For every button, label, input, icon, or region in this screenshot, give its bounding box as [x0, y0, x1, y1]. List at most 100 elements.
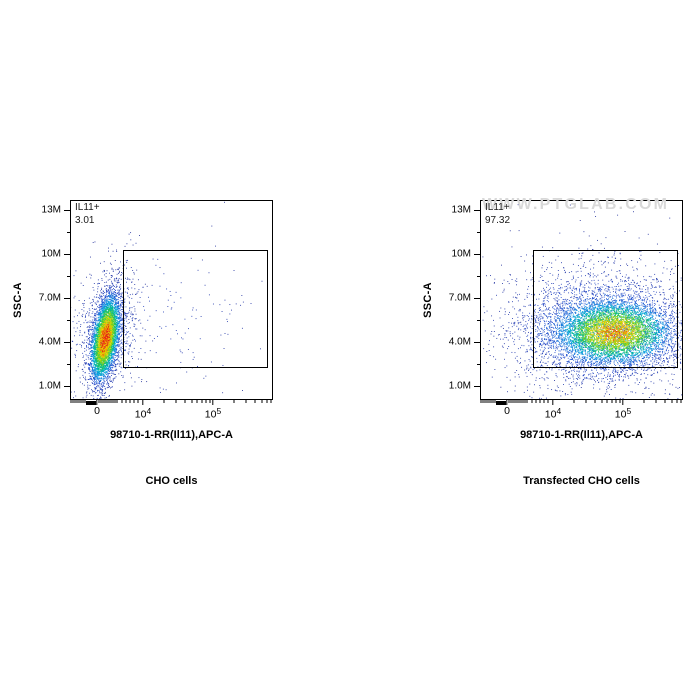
x-minor-tick	[615, 400, 617, 403]
x-major-tick	[96, 400, 98, 405]
x-minor-tick	[664, 400, 666, 403]
panel-caption: Transfected CHO cells	[523, 475, 640, 487]
x-minor-tick	[104, 400, 106, 403]
x-minor-tick	[543, 400, 545, 403]
x-minor-tick	[518, 400, 520, 403]
y-tick-label: 1.0M	[448, 380, 471, 392]
x-minor-tick	[606, 400, 608, 403]
x-minor-tick	[547, 400, 549, 403]
x-minor-tick	[261, 400, 263, 403]
x-minor-tick	[82, 400, 84, 403]
x-minor-tick	[594, 400, 596, 403]
y-minor-tick	[67, 320, 70, 321]
y-tick-label: 13M	[41, 204, 61, 216]
x-minor-tick	[516, 400, 518, 403]
plot-panel-cho-cells: IL11+ 3.01 SSC-A 98710-1-RR(Il11),APC-A …	[12, 200, 273, 487]
y-major-tick	[474, 341, 480, 343]
axis-zero-marker	[86, 401, 96, 405]
x-minor-tick	[125, 400, 127, 403]
y-tick-label: 7.0M	[38, 292, 61, 304]
x-minor-tick	[205, 400, 207, 403]
y-minor-tick	[67, 276, 70, 277]
x-minor-tick	[201, 400, 203, 403]
scatter-canvas	[480, 200, 683, 400]
x-minor-tick	[671, 400, 673, 403]
x-minor-tick	[102, 400, 104, 403]
x-minor-tick	[266, 400, 268, 403]
x-minor-tick	[488, 400, 490, 403]
y-axis-label: SSC-A	[12, 282, 24, 318]
x-minor-tick	[512, 400, 514, 403]
gate-rectangle	[532, 250, 678, 368]
y-minor-tick	[477, 364, 480, 365]
gate-name: IL11+	[485, 202, 510, 213]
y-tick-label: 13M	[451, 204, 471, 216]
x-minor-tick	[510, 400, 512, 403]
scatter-canvas	[70, 200, 273, 400]
x-major-tick	[212, 400, 214, 405]
x-minor-tick	[191, 400, 193, 403]
x-minor-tick	[526, 400, 528, 403]
x-minor-tick	[108, 400, 110, 403]
gate-percent: 3.01	[75, 215, 95, 226]
x-minor-tick	[74, 400, 76, 403]
gate-label: IL11+ 3.01	[75, 201, 100, 227]
gate-percent: 97.32	[485, 215, 511, 226]
y-major-tick	[474, 297, 480, 299]
x-minor-tick	[601, 400, 603, 403]
x-tick-label: 0	[94, 405, 100, 417]
x-minor-tick	[585, 400, 587, 403]
x-minor-tick	[270, 400, 272, 403]
x-minor-tick	[114, 400, 116, 403]
x-minor-tick	[100, 400, 102, 403]
y-major-tick	[474, 209, 480, 211]
y-tick-label: 10M	[451, 248, 471, 260]
x-minor-tick	[531, 400, 533, 403]
y-major-tick	[474, 253, 480, 255]
x-tick-label: 0	[504, 405, 510, 417]
x-minor-tick	[233, 400, 235, 403]
x-minor-tick	[110, 400, 112, 403]
gate-rectangle	[122, 250, 268, 368]
x-minor-tick	[539, 400, 541, 403]
x-minor-tick	[535, 400, 537, 403]
x-minor-tick	[520, 400, 522, 403]
x-minor-tick	[84, 400, 86, 403]
x-minor-tick	[196, 400, 198, 403]
x-minor-tick	[619, 400, 621, 403]
x-major-tick	[552, 400, 554, 405]
x-minor-tick	[209, 400, 211, 403]
x-minor-tick	[494, 400, 496, 403]
x-minor-tick	[573, 400, 575, 403]
x-minor-tick	[129, 400, 131, 403]
y-major-tick	[64, 209, 70, 211]
gate-label: IL11+ 97.32	[485, 201, 510, 227]
x-minor-tick	[482, 400, 484, 403]
x-major-tick	[506, 400, 508, 405]
x-minor-tick	[680, 400, 682, 403]
x-tick-label: 105	[204, 406, 222, 421]
x-minor-tick	[524, 400, 526, 403]
y-tick-label: 1.0M	[38, 380, 61, 392]
x-minor-tick	[137, 400, 139, 403]
y-minor-tick	[477, 276, 480, 277]
y-major-tick	[64, 253, 70, 255]
x-minor-tick	[245, 400, 247, 403]
y-tick-label: 4.0M	[448, 336, 471, 348]
x-minor-tick	[508, 400, 510, 403]
x-tick-label: 104	[544, 406, 562, 421]
x-minor-tick	[76, 400, 78, 403]
y-major-tick	[64, 385, 70, 387]
x-minor-tick	[643, 400, 645, 403]
y-major-tick	[474, 385, 480, 387]
x-minor-tick	[116, 400, 118, 403]
x-minor-tick	[72, 400, 74, 403]
y-tick-label: 10M	[41, 248, 61, 260]
x-minor-tick	[490, 400, 492, 403]
x-minor-tick	[80, 400, 82, 403]
y-tick-label: 4.0M	[38, 336, 61, 348]
y-minor-tick	[67, 364, 70, 365]
y-major-tick	[64, 341, 70, 343]
panel-caption: CHO cells	[145, 475, 198, 487]
